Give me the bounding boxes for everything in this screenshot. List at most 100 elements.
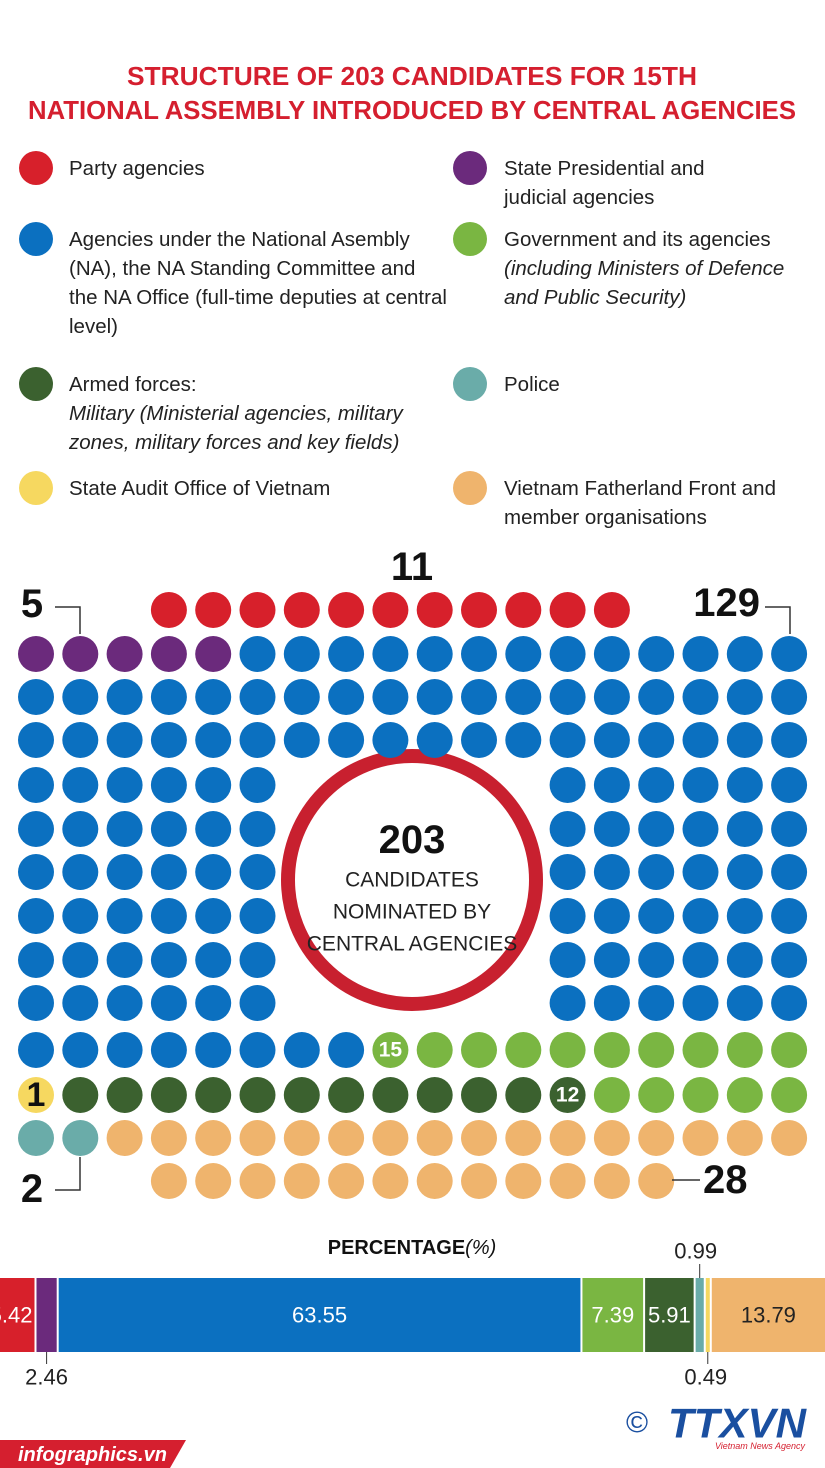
bar-title-part: PERCENTAGE — [328, 1237, 465, 1259]
dot — [638, 1077, 675, 1113]
dot — [505, 722, 542, 758]
dot — [416, 1120, 453, 1156]
dot — [682, 722, 719, 758]
dot — [549, 942, 586, 978]
dot — [106, 985, 143, 1021]
dot — [549, 898, 586, 934]
dot — [18, 942, 54, 978]
legend-item: Party agencies — [69, 154, 439, 183]
dot — [682, 985, 719, 1021]
dot — [638, 722, 675, 758]
legend-label: Armed forces: — [69, 373, 197, 396]
center-ring — [281, 749, 543, 1011]
dot — [726, 985, 763, 1021]
dot — [549, 767, 586, 803]
dot — [150, 1077, 187, 1113]
dot — [239, 942, 276, 978]
dot — [62, 1032, 99, 1068]
dot — [195, 767, 232, 803]
copyright: © — [626, 1407, 648, 1440]
legend-label: Vietnam Fatherland Front and member orga… — [504, 477, 776, 529]
dot — [239, 679, 276, 715]
dot — [150, 985, 187, 1021]
dot — [771, 679, 808, 715]
legend-marker — [453, 151, 487, 185]
dot — [106, 898, 143, 934]
dot — [328, 1120, 365, 1156]
center-text: NOMINATED BY — [333, 901, 491, 924]
bar-label: 63.55 — [292, 1303, 347, 1328]
bar-label: 0.99 — [674, 1239, 717, 1264]
dot — [62, 1077, 99, 1113]
dot — [638, 636, 675, 672]
legend-item: Armed forces: Military (Ministerial agen… — [69, 370, 454, 457]
dot — [372, 679, 409, 715]
logo: TTXVN — [668, 1400, 808, 1447]
dot — [18, 1120, 54, 1156]
bar-segment — [58, 1278, 581, 1352]
dot — [638, 679, 675, 715]
dot — [283, 1032, 320, 1068]
dot — [682, 811, 719, 847]
dot — [726, 854, 763, 890]
dot — [150, 811, 187, 847]
dot — [239, 767, 276, 803]
bar-label: 2.46 — [25, 1365, 68, 1390]
dot — [239, 811, 276, 847]
dot — [328, 1077, 365, 1113]
footer-band — [0, 1440, 186, 1468]
title-line: NATIONAL ASSEMBLY INTRODUCED BY CENTRAL … — [28, 95, 796, 125]
dot — [549, 1032, 586, 1068]
dot — [638, 1032, 675, 1068]
dot — [771, 811, 808, 847]
dot — [771, 722, 808, 758]
dot — [239, 592, 276, 628]
dot — [62, 854, 99, 890]
dot — [505, 1077, 542, 1113]
dot — [150, 592, 187, 628]
dot — [62, 767, 99, 803]
dot — [195, 636, 232, 672]
dot — [416, 592, 453, 628]
dot — [638, 854, 675, 890]
bar-label: 5.91 — [648, 1303, 691, 1328]
legend-marker — [453, 367, 487, 401]
bar-segment — [711, 1278, 825, 1352]
dot — [549, 854, 586, 890]
legend-item: Vietnam Fatherland Front and member orga… — [504, 474, 779, 532]
dot — [62, 636, 99, 672]
dot — [726, 942, 763, 978]
dot — [726, 679, 763, 715]
legend-label: Police — [504, 373, 560, 396]
dot — [150, 767, 187, 803]
title-line: STRUCTURE OF 203 CANDIDATES FOR 15TH — [127, 61, 697, 91]
dot — [239, 1163, 276, 1199]
dot — [416, 636, 453, 672]
dot — [195, 592, 232, 628]
dot — [593, 1120, 630, 1156]
dot — [726, 1032, 763, 1068]
dot — [283, 679, 320, 715]
legend-note: Military (Ministerial agencies, military… — [69, 402, 403, 454]
dot — [726, 767, 763, 803]
dot — [106, 1077, 143, 1113]
dot — [106, 722, 143, 758]
count-label: 11 — [391, 545, 433, 589]
dot — [372, 1163, 409, 1199]
dot — [195, 1032, 232, 1068]
dot — [593, 1163, 630, 1199]
dot — [682, 767, 719, 803]
dot — [771, 942, 808, 978]
dot — [239, 636, 276, 672]
dot — [195, 1163, 232, 1199]
dot — [195, 942, 232, 978]
dot — [638, 985, 675, 1021]
dot — [62, 679, 99, 715]
dot — [18, 679, 54, 715]
dot — [682, 1032, 719, 1068]
dot — [283, 636, 320, 672]
dot — [195, 854, 232, 890]
count-label: 5 — [21, 582, 43, 626]
dot — [505, 1163, 542, 1199]
bar-segment — [582, 1278, 644, 1352]
